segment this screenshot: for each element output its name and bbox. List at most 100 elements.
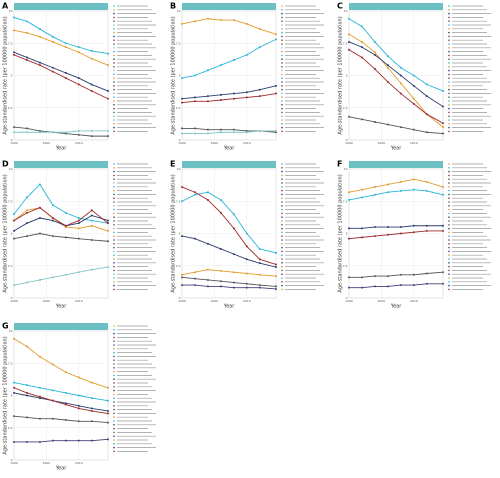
data-point — [77, 129, 80, 132]
series-line — [13, 17, 109, 55]
data-point — [360, 188, 363, 191]
data-point — [107, 386, 109, 389]
data-point — [232, 281, 235, 284]
legend-swatch — [448, 205, 450, 207]
series-line — [13, 54, 109, 100]
x-tick-label: 1990 — [10, 141, 18, 145]
series-line — [13, 207, 109, 232]
legend-swatch — [113, 50, 115, 53]
legend-swatch — [448, 28, 450, 30]
data-point — [258, 129, 261, 132]
data-point — [206, 95, 209, 98]
data-point — [258, 258, 261, 261]
series-line — [13, 126, 108, 137]
data-point — [64, 391, 67, 394]
legend-swatch — [448, 5, 450, 7]
data-point — [181, 101, 183, 104]
data-point — [25, 235, 28, 238]
data-point — [38, 232, 41, 235]
data-point — [258, 46, 261, 49]
data-point — [107, 412, 109, 415]
y-tick-label: 2.5 — [176, 264, 181, 268]
legend-swatch — [281, 31, 283, 34]
legend-swatch — [113, 284, 115, 287]
x-tick-label: 2000 — [211, 141, 219, 145]
data-point — [107, 266, 109, 269]
legend-swatch — [113, 386, 115, 388]
legend-swatch — [113, 88, 115, 91]
series-line — [13, 266, 109, 286]
legend-swatch — [113, 224, 115, 226]
data-point — [425, 131, 428, 134]
series-line — [13, 51, 109, 92]
legend-swatch — [113, 123, 115, 125]
legend-swatch — [281, 231, 283, 234]
data-point — [51, 399, 54, 402]
legend-swatch — [113, 174, 115, 177]
legend-swatch — [113, 170, 115, 173]
data-point — [90, 407, 93, 410]
data-point — [13, 229, 15, 232]
legend-swatch — [281, 5, 283, 7]
data-point — [181, 284, 183, 287]
data-point — [38, 355, 41, 358]
data-point — [245, 232, 248, 235]
legend-swatch — [448, 85, 450, 87]
y-tick-label: 5 — [346, 232, 348, 236]
legend-swatch — [281, 197, 283, 199]
data-point — [77, 439, 80, 442]
x-tick-label: 2010 — [75, 299, 83, 303]
x-tick-label: 2000 — [378, 299, 386, 303]
data-point — [373, 226, 376, 229]
legend-swatch — [448, 246, 450, 249]
legend-swatch — [113, 16, 115, 19]
legend-swatch — [448, 186, 450, 188]
data-point — [412, 284, 415, 287]
legend-swatch — [448, 235, 450, 237]
data-point — [25, 20, 28, 23]
legend-swatch — [113, 220, 115, 222]
legend-swatch — [281, 35, 283, 38]
legend-swatch — [281, 123, 283, 125]
legend-swatch — [281, 58, 283, 60]
data-point — [275, 84, 277, 87]
legend-swatch — [281, 243, 283, 245]
data-point — [38, 183, 41, 186]
data-point — [206, 268, 209, 271]
data-point — [13, 391, 15, 394]
legend-swatch — [281, 239, 283, 241]
data-point — [38, 131, 41, 134]
data-point — [107, 421, 109, 424]
panel-strip — [14, 323, 108, 330]
data-point — [77, 217, 80, 220]
data-point — [442, 89, 444, 92]
data-point — [206, 132, 209, 135]
data-point — [399, 74, 402, 77]
data-point — [399, 92, 402, 95]
series-line — [13, 233, 109, 242]
legend-swatch — [448, 258, 450, 260]
legend-swatch — [448, 269, 450, 272]
legend-swatch — [113, 351, 115, 354]
data-point — [348, 237, 350, 240]
data-point — [245, 22, 248, 25]
data-point — [219, 19, 222, 22]
data-point — [25, 211, 28, 214]
legend-swatch — [448, 250, 450, 253]
series-line — [181, 191, 277, 254]
data-point — [386, 275, 389, 278]
legend-swatch — [281, 107, 283, 110]
data-point — [77, 394, 80, 397]
legend-swatch — [281, 170, 283, 173]
legend-swatch — [448, 277, 450, 279]
legend-swatch — [113, 47, 115, 49]
x-axis-label: Year — [390, 304, 403, 310]
data-point — [90, 219, 93, 222]
legend-swatch — [113, 107, 115, 110]
legend-swatch — [448, 107, 450, 110]
data-point — [51, 219, 54, 222]
series-line — [348, 49, 444, 124]
x-tick-label: 2010 — [75, 141, 83, 145]
legend-swatch — [448, 197, 450, 199]
legend-swatch — [281, 43, 283, 45]
